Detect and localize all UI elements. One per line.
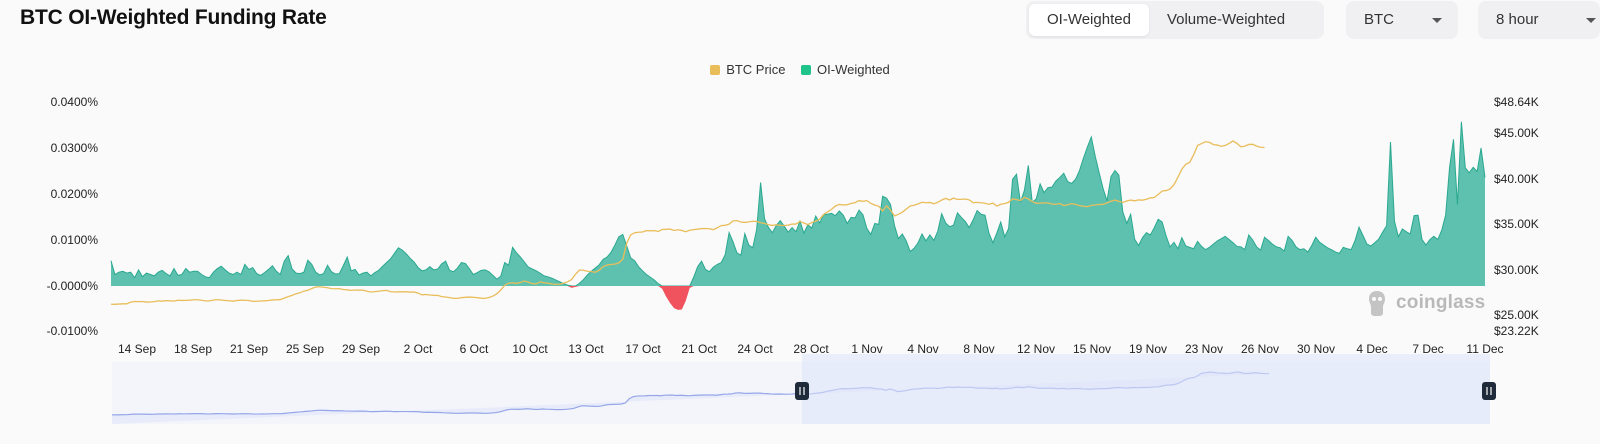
navigator-left-handle[interactable] [795, 382, 809, 400]
x-tick-label: 2 Oct [404, 342, 433, 356]
interval-select-value: 8 hour [1496, 11, 1539, 28]
y-right-tick-label: $48.64K [1494, 95, 1539, 109]
tab-oi-weighted[interactable]: OI-Weighted [1029, 4, 1149, 36]
y-right-tick-label: $25.00K [1494, 308, 1539, 322]
x-tick-label: 4 Nov [907, 342, 938, 356]
x-tick-label: 29 Sep [342, 342, 380, 356]
funding-line [110, 121, 1486, 287]
legend-label-btc-price: BTC Price [726, 62, 786, 77]
handle-grip [795, 382, 809, 400]
chevron-down-icon [1586, 18, 1596, 23]
x-tick-label: 11 Dec [1466, 342, 1503, 356]
y-right-tick-label: $45.00K [1494, 126, 1539, 140]
x-tick-label: 28 Oct [793, 342, 829, 356]
y-left-tick-label: -0.0000% [47, 279, 99, 293]
x-tick-label: 8 Nov [963, 342, 994, 356]
y-left-tick-label: 0.0400% [51, 95, 99, 109]
handle-grip [1482, 382, 1496, 400]
x-tick-label: 7 Dec [1412, 342, 1443, 356]
y-right-tick-label: $40.00K [1494, 172, 1539, 186]
legend-item-oi-weighted[interactable]: OI-Weighted [801, 62, 890, 77]
legend-item-btc-price[interactable]: BTC Price [710, 62, 785, 77]
tab-volume-weighted[interactable]: Volume-Weighted [1166, 11, 1286, 28]
watermark-text: coinglass [1396, 292, 1486, 313]
y-left-tick-label: 0.0100% [51, 233, 99, 247]
coinglass-logo-icon [1369, 291, 1385, 316]
y-right-tick-label: $23.22K [1494, 324, 1539, 338]
x-tick-label: 17 Oct [625, 342, 661, 356]
x-tick-label: 21 Sep [230, 342, 268, 356]
x-tick-label: 4 Dec [1356, 342, 1387, 356]
y-left-tick-label: 0.0300% [51, 141, 99, 155]
axes: 0.0400% 0.0300% 0.0200% 0.0100% -0.0000% -0.0… [47, 95, 1539, 356]
legend-label-oi-weighted: OI-Weighted [817, 62, 890, 77]
x-tick-label: 13 Oct [568, 342, 604, 356]
x-tick-label: 23 Nov [1185, 342, 1223, 356]
y-right-tick-label: $30.00K [1494, 263, 1539, 277]
x-tick-label: 14 Sep [118, 342, 156, 356]
x-tick-label: 15 Nov [1073, 342, 1111, 356]
page-title: BTC OI-Weighted Funding Rate [20, 6, 327, 29]
chevron-down-icon [1432, 18, 1442, 23]
funding-negative-area [111, 286, 1485, 310]
watermark: coinglass [1366, 289, 1485, 317]
x-tick-label: 26 Nov [1241, 342, 1279, 356]
symbol-select[interactable]: BTC [1346, 1, 1458, 39]
navigator-selection[interactable] [802, 354, 1490, 424]
x-tick-label: 6 Oct [460, 342, 489, 356]
x-tick-label: 1 Nov [851, 342, 882, 356]
x-tick-label: 18 Sep [174, 342, 212, 356]
navigator-right-handle[interactable] [1482, 382, 1496, 400]
x-tick-label: 24 Oct [737, 342, 773, 356]
weighting-toggle: OI-Weighted Volume-Weighted [1026, 1, 1324, 39]
symbol-select-value: BTC [1364, 11, 1394, 28]
x-tick-label: 19 Nov [1129, 342, 1167, 356]
interval-select[interactable]: 8 hour [1478, 1, 1600, 39]
x-tick-label: 25 Sep [286, 342, 324, 356]
y-left-tick-label: 0.0200% [51, 187, 99, 201]
navigator-area [112, 371, 1269, 424]
legend-swatch-oi-weighted [801, 64, 812, 75]
chart-legend: BTC Price OI-Weighted [0, 62, 1600, 78]
y-right-tick-label: $35.00K [1494, 217, 1539, 231]
legend-swatch-btc-price [710, 64, 721, 75]
y-left-tick-label: -0.0100% [47, 324, 99, 338]
main-plot [110, 121, 1486, 310]
btc-price-line [110, 140, 1265, 305]
x-tick-label: 21 Oct [681, 342, 717, 356]
navigator [111, 354, 1496, 424]
x-tick-label: 12 Nov [1017, 342, 1055, 356]
funding-positive-area [111, 121, 1485, 286]
x-tick-label: 30 Nov [1297, 342, 1335, 356]
x-tick-label: 10 Oct [512, 342, 548, 356]
